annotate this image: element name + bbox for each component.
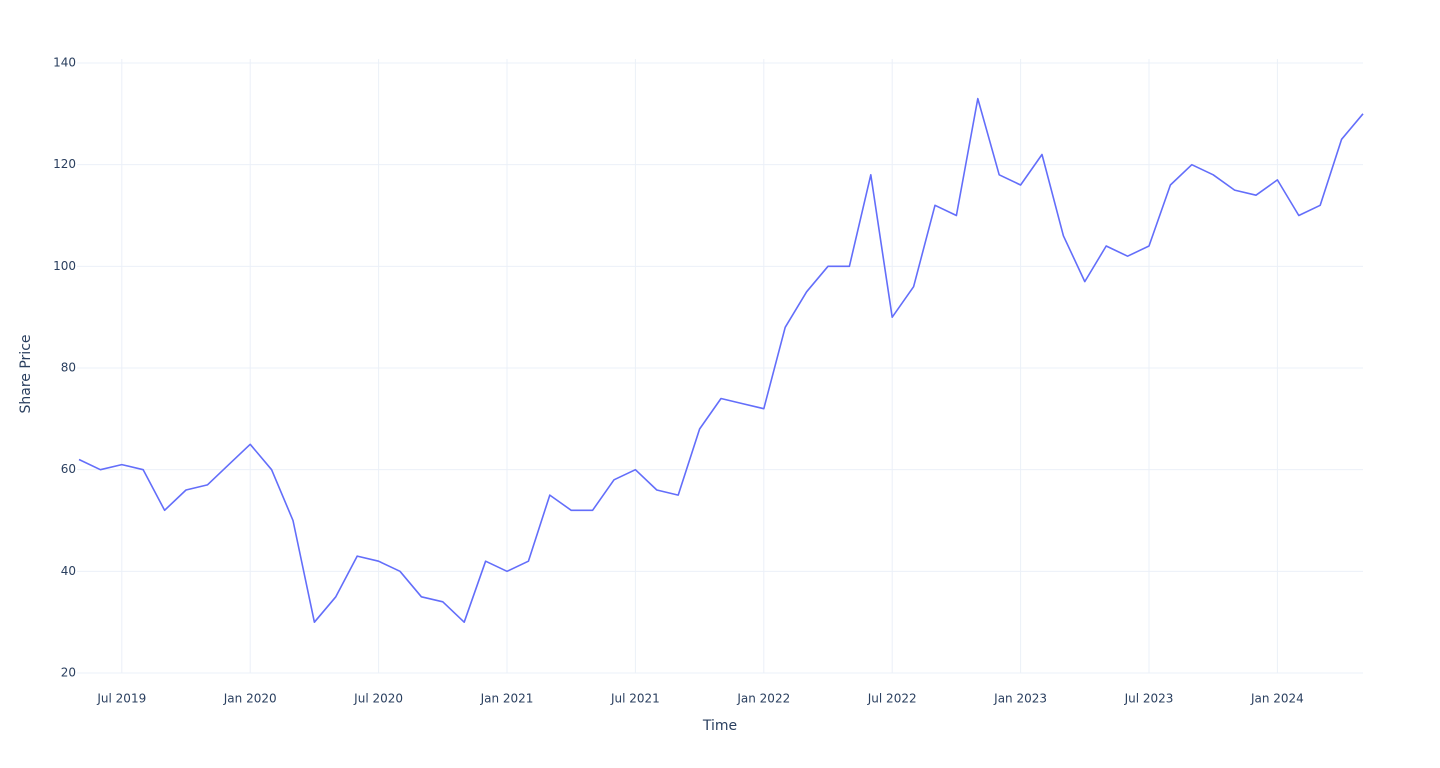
x-tick-label: Jul 2021 <box>610 692 660 706</box>
x-axis-title: Time <box>702 718 737 734</box>
line-series <box>78 97 1364 623</box>
x-tick-label: Jan 2020 <box>223 692 277 706</box>
x-tick-label: Jul 2022 <box>867 692 917 706</box>
y-tick-label: 120 <box>53 157 76 171</box>
x-tick-label: Jul 2023 <box>1124 692 1174 706</box>
y-tick-label: 80 <box>61 361 76 375</box>
y-tick-label: 140 <box>53 56 76 70</box>
y-tick-label: 40 <box>61 564 76 578</box>
y-tick-label: 100 <box>53 259 76 273</box>
x-tick-label: Jan 2021 <box>480 692 534 706</box>
x-tick-label: Jul 2019 <box>96 692 146 706</box>
y-axis-title: Share Price <box>18 334 34 413</box>
x-tick-label: Jan 2022 <box>736 692 790 706</box>
x-tick-label: Jan 2023 <box>993 692 1047 706</box>
y-tick-label: 60 <box>61 462 76 476</box>
x-tick-label: Jan 2024 <box>1250 692 1304 706</box>
y-tick-label: 20 <box>61 666 76 680</box>
x-tick-label: Jul 2020 <box>353 692 403 706</box>
